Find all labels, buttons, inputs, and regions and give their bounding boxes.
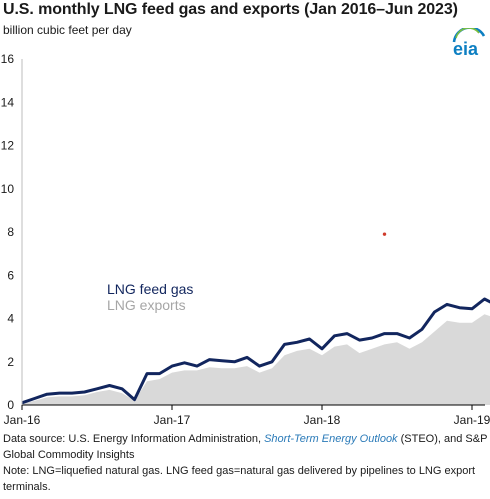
footnotes: Data source: U.S. Energy Information Adm… bbox=[3, 431, 489, 495]
y-tick-label: 14 bbox=[1, 95, 15, 109]
y-axis-unit-label: billion cubic feet per day bbox=[3, 23, 132, 37]
tick-labels-layer: 0246810121416Jan-16Jan-17Jan-18Jan-19Jan… bbox=[1, 52, 490, 427]
y-tick-label: 2 bbox=[7, 355, 14, 369]
y-tick-label: 0 bbox=[7, 398, 14, 412]
legend-exports: LNG exports bbox=[107, 297, 186, 313]
x-tick-label: Jan-17 bbox=[154, 413, 191, 427]
y-tick-label: 12 bbox=[1, 139, 15, 153]
feed-gas-line-layer bbox=[21, 297, 490, 405]
y-tick-label: 10 bbox=[1, 182, 15, 196]
source-suffix: (STEO), and S&P Global Commodity Insight… bbox=[3, 433, 488, 461]
y-tick-label: 8 bbox=[7, 225, 14, 239]
y-tick-label: 4 bbox=[7, 312, 14, 326]
exports-area-layer bbox=[22, 314, 490, 405]
lng-exports-area bbox=[22, 314, 490, 405]
eia-logo-icon: eia bbox=[452, 28, 486, 56]
x-tick-label: Jan-16 bbox=[4, 413, 41, 427]
chart-plot-area: 0246810121416Jan-16Jan-17Jan-18Jan-19Jan… bbox=[1, 52, 490, 427]
source-prefix: Data source: U.S. Energy Information Adm… bbox=[3, 433, 262, 445]
lng-feed-gas-line bbox=[21, 297, 490, 405]
definition-note: Note: LNG=liquefied natural gas. LNG fee… bbox=[3, 465, 476, 493]
chart-title: U.S. monthly LNG feed gas and exports (J… bbox=[3, 1, 458, 18]
eia-logo-text: eia bbox=[453, 39, 479, 56]
annotation-layer bbox=[382, 232, 387, 236]
y-tick-label: 6 bbox=[7, 268, 14, 282]
legend-feed-gas: LNG feed gas bbox=[107, 281, 193, 297]
steo-link[interactable]: Short-Term Energy Outlook bbox=[264, 433, 398, 445]
y-tick-label: 16 bbox=[1, 52, 15, 66]
x-tick-label: Jan-18 bbox=[304, 413, 341, 427]
x-tick-label: Jan-19 bbox=[454, 413, 490, 427]
source-note: Data source: U.S. Energy Information Adm… bbox=[3, 431, 489, 463]
annotation-point bbox=[382, 232, 387, 236]
axes-layer bbox=[21, 59, 485, 410]
